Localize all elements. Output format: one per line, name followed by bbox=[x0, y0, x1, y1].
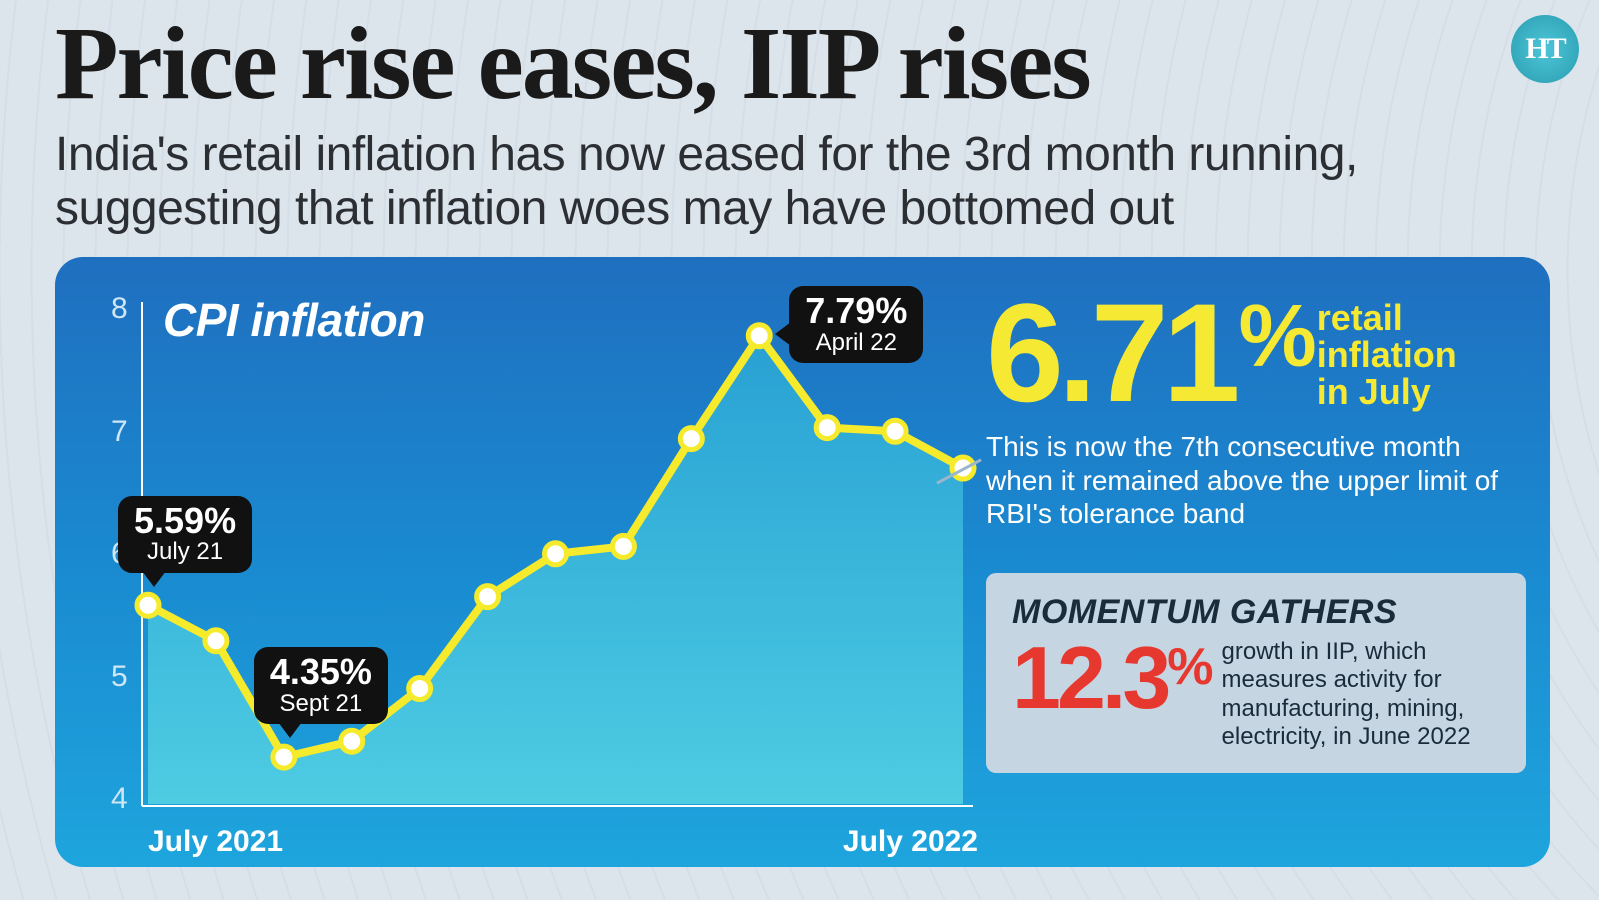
subheadline: India's retail inflation has now eased f… bbox=[55, 128, 1559, 236]
headline-stat-number: 6.71 % bbox=[986, 290, 1311, 416]
y-tick-label: 8 bbox=[111, 292, 128, 326]
momentum-title: MOMENTUM GATHERS bbox=[1012, 593, 1504, 632]
callout-value: 4.35% bbox=[270, 653, 372, 691]
callout-date: Sept 21 bbox=[270, 691, 372, 716]
percent-icon: % bbox=[1238, 296, 1310, 375]
headline: Price rise eases, IIP rises bbox=[55, 15, 1559, 114]
headline-stat-description: This is now the 7th consecutive month wh… bbox=[986, 430, 1526, 531]
y-tick-label: 4 bbox=[111, 782, 128, 816]
momentum-description: growth in IIP, which measures activity f… bbox=[1222, 638, 1504, 751]
callout-value: 5.59% bbox=[134, 502, 236, 540]
callout-value: 7.79% bbox=[805, 292, 907, 330]
y-tick-label: 7 bbox=[111, 415, 128, 449]
logo-text: HT bbox=[1525, 32, 1564, 66]
chart-area: CPI inflation 45678 July 2021 July 2022 … bbox=[93, 275, 968, 867]
momentum-value: 12.3 bbox=[1012, 638, 1167, 717]
momentum-number: 12.3 % bbox=[1012, 638, 1210, 717]
x-axis-start-label: July 2021 bbox=[148, 825, 283, 859]
right-column: 6.71 % retail inflation in July This is … bbox=[968, 275, 1526, 867]
chart-callout: 5.59%July 21 bbox=[118, 496, 252, 573]
chart-callout: 4.35%Sept 21 bbox=[254, 647, 388, 724]
momentum-box: MOMENTUM GATHERS 12.3 % growth in IIP, w… bbox=[986, 573, 1526, 773]
headline-stat-label: retail inflation in July bbox=[1317, 300, 1457, 410]
headline-stat-value: 6.71 bbox=[986, 290, 1234, 416]
callout-date: April 22 bbox=[805, 330, 907, 355]
callout-date: July 21 bbox=[134, 539, 236, 564]
publisher-logo: HT bbox=[1511, 15, 1579, 83]
content-wrapper: HT Price rise eases, IIP rises India's r… bbox=[0, 0, 1599, 867]
chart-panel: CPI inflation 45678 July 2021 July 2022 … bbox=[55, 257, 1550, 867]
percent-icon: % bbox=[1167, 644, 1209, 717]
y-tick-label: 5 bbox=[111, 660, 128, 694]
chart-callout: 7.79%April 22 bbox=[789, 286, 923, 363]
x-axis-end-label: July 2022 bbox=[843, 825, 978, 859]
headline-stat: 6.71 % retail inflation in July bbox=[986, 290, 1526, 416]
